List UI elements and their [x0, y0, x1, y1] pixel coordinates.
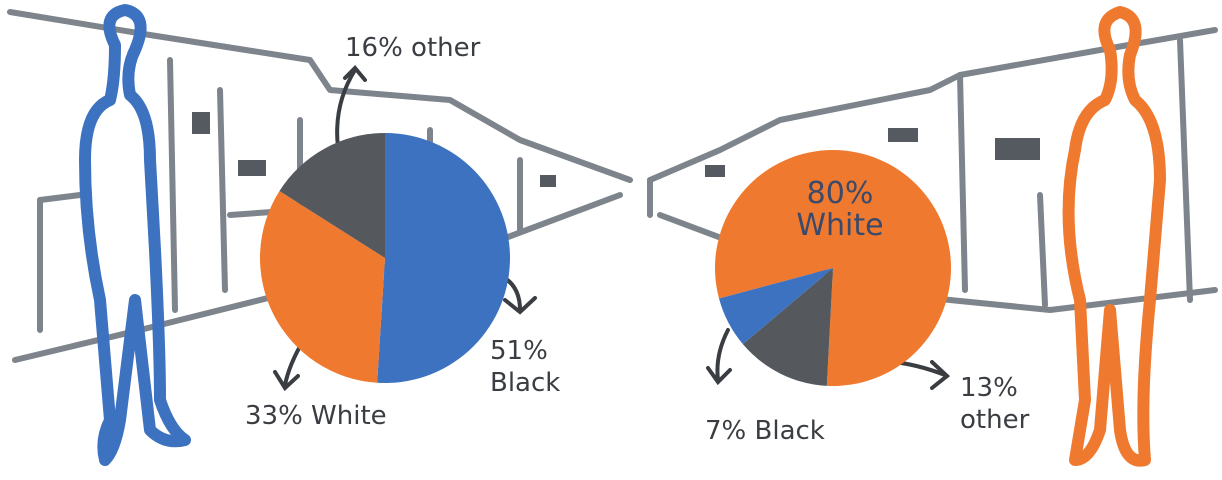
- person-left: [79, 4, 191, 466]
- windows: [192, 112, 1040, 187]
- pie-slice: [719, 268, 833, 345]
- slice-label: 51% Black: [490, 336, 561, 398]
- pie-slice: [279, 133, 385, 258]
- slice-label: 33% White: [245, 401, 387, 431]
- slice-label: 13% other: [960, 373, 1030, 435]
- pie-slice: [742, 268, 833, 386]
- slice-label: 16% other: [345, 33, 481, 63]
- street-sketch: [7, 9, 1218, 363]
- person-right: [1062, 6, 1166, 467]
- slice-label: 7% Black: [705, 416, 825, 446]
- pie-slice: [377, 133, 511, 383]
- pie-slice: [260, 191, 385, 383]
- slice-label: 80% White: [796, 176, 884, 243]
